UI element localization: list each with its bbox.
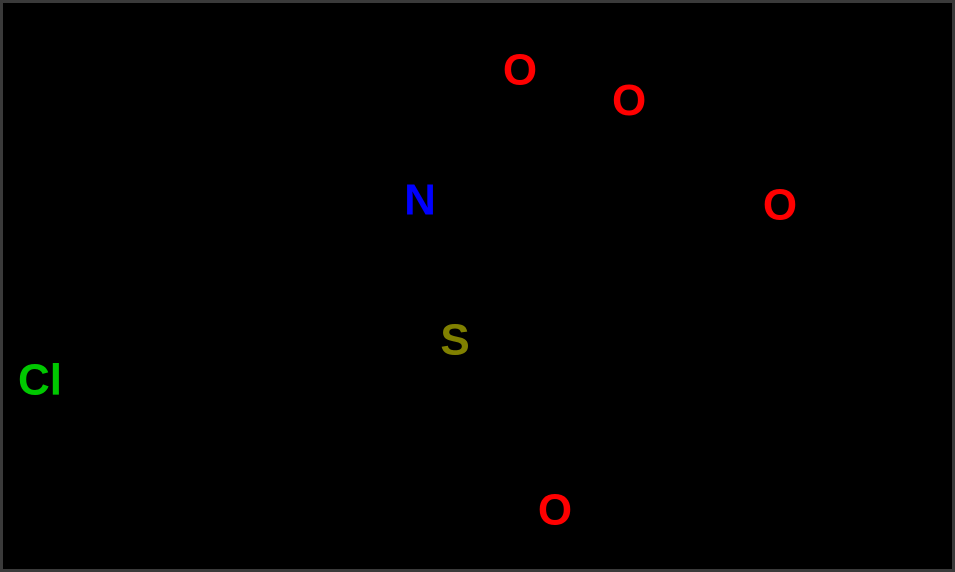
canvas-border <box>2 2 954 571</box>
atom-o-19: O <box>538 486 572 535</box>
atom-n-7: N <box>404 176 436 225</box>
atom-o-14: O <box>763 181 797 230</box>
atom-s-8: S <box>440 316 469 365</box>
atom-cl-6: Cl <box>18 356 62 405</box>
atom-o-11: O <box>503 46 537 95</box>
atom-oh-13: OH <box>612 76 678 125</box>
atom-h-20: H <box>408 136 433 174</box>
